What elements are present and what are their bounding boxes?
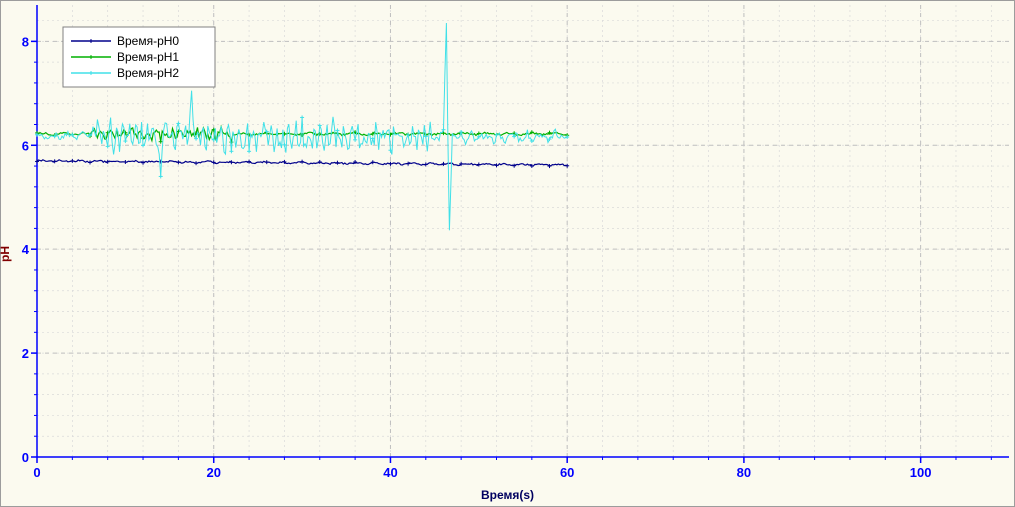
svg-text:0: 0 [22, 450, 29, 465]
svg-text:40: 40 [383, 465, 397, 480]
svg-text:4: 4 [22, 242, 30, 257]
svg-text:20: 20 [206, 465, 220, 480]
svg-text:Время-pH0: Время-pH0 [117, 34, 179, 48]
svg-text:80: 80 [737, 465, 751, 480]
svg-text:2: 2 [22, 346, 29, 361]
svg-text:100: 100 [910, 465, 932, 480]
svg-text:Время-pH2: Время-pH2 [117, 66, 179, 80]
svg-text:Время-pH1: Время-pH1 [117, 50, 179, 64]
svg-text:8: 8 [22, 34, 29, 49]
svg-text:6: 6 [22, 138, 29, 153]
svg-text:60: 60 [560, 465, 574, 480]
chart-frame: pH Время(s) 02040608010002468Время-pH0Вр… [0, 0, 1015, 507]
chart-svg: 0 20 40 60 80 100 0 2 4 6 8 Время-pH0 Время-pH1 Время… [1, 1, 1015, 507]
svg-text:0: 0 [33, 465, 40, 480]
